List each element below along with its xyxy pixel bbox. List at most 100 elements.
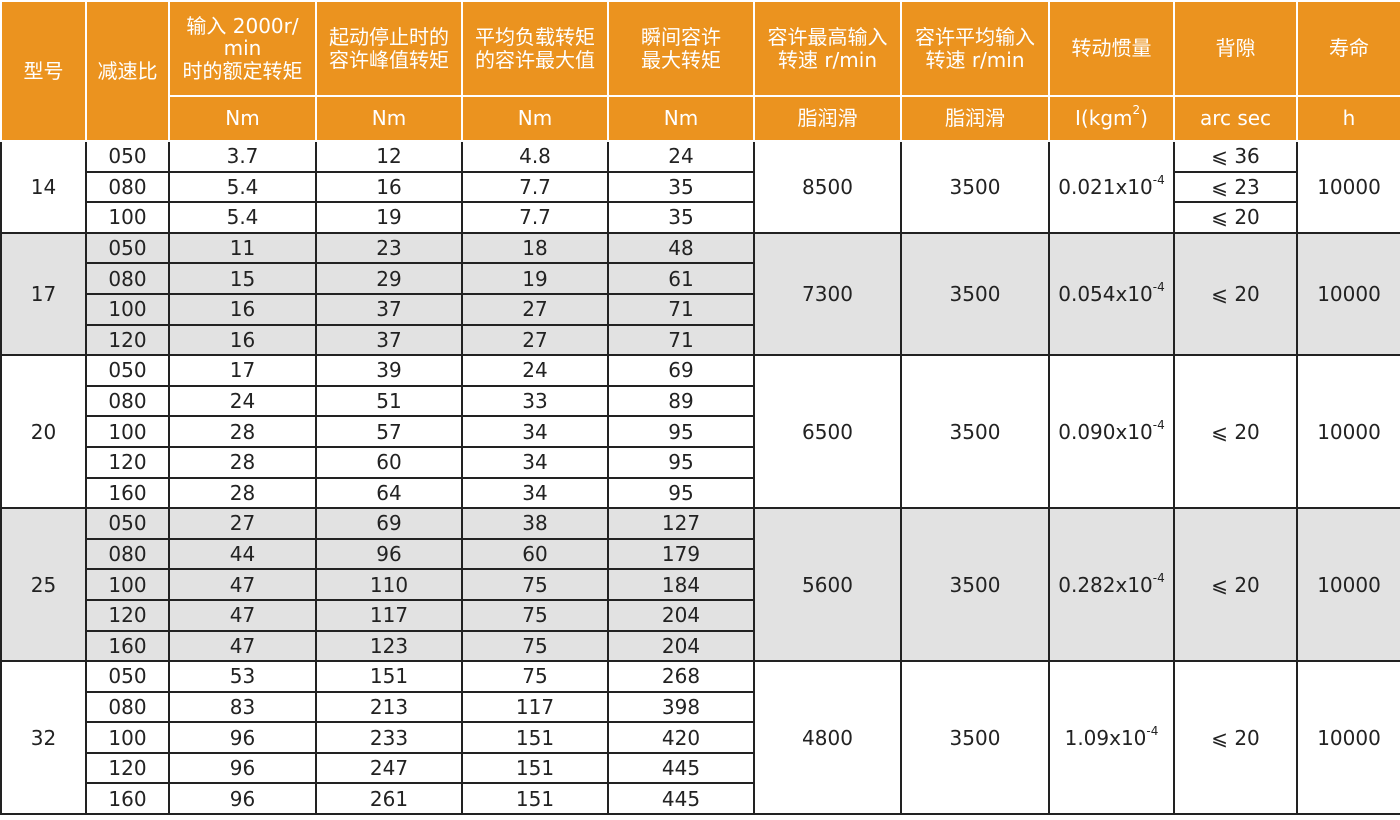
data-row: 100 47 110 75 184 [1, 568, 1400, 601]
unit-cell: 脂润滑 [900, 95, 1050, 142]
header-text: 时的额定转矩 [182, 58, 303, 83]
model-cell: 14 [0, 140, 87, 234]
unit-text: h [1342, 106, 1356, 131]
header-cell: 型号 [0, 0, 87, 142]
avg-torque-cell: 19 [461, 262, 609, 295]
inertia-cell: 0.054x10-4 [1048, 231, 1175, 357]
rated-torque-cell: 47 [168, 568, 317, 601]
data-row: 32 050 53 151 75 268 4800 3500 1.09x10-4 ⩽ 20 1000… [0, 660, 1400, 816]
instant-torque-cell: 184 [607, 568, 755, 601]
peak-torque-cell: 117 [315, 598, 463, 632]
rated-torque-cell: 96 [168, 751, 317, 785]
header-text: 的容许最大值 [475, 47, 595, 72]
data-row: 100 28 57 34 95 [1, 415, 1400, 448]
avg-speed-cell: 3500 [900, 660, 1050, 816]
life-cell: 10000 [1296, 507, 1400, 663]
peak-torque-cell: 261 [315, 782, 463, 816]
unit-text: Nm [663, 106, 699, 131]
rated-torque-cell: 44 [168, 537, 317, 571]
header-text: min [223, 36, 262, 61]
instant-torque-cell: 420 [607, 721, 755, 754]
avg-torque-cell: 38 [461, 507, 609, 540]
avg-torque-cell: 24 [461, 354, 609, 387]
peak-torque-cell: 110 [315, 568, 463, 601]
unit-text: 脂润滑 [797, 106, 858, 131]
data-row: 14 050 3.7 12 4.8 24 8500 3500 0.021x10-4 ⩽ 36 100… [0, 140, 1400, 234]
data-row: 160 96 261 151 445 [1, 782, 1400, 816]
avg-torque-cell: 151 [461, 721, 609, 754]
max-speed-cell: 6500 [753, 354, 902, 510]
unit-text: Nm [225, 106, 260, 131]
rated-torque-cell: 28 [168, 415, 317, 448]
avg-torque-cell: 75 [461, 660, 609, 693]
rated-torque-cell: 5.4 [168, 170, 317, 204]
peak-torque-cell: 37 [315, 292, 463, 326]
ratio-cell: 080 [85, 262, 170, 295]
rated-torque-cell: 27 [168, 507, 317, 540]
avg-speed-cell: 3500 [900, 231, 1050, 357]
instant-torque-cell: 89 [607, 384, 755, 418]
ratio-cell: 160 [85, 476, 170, 510]
ratio-cell: 120 [85, 323, 170, 357]
header-text: 输入 2000r/ [186, 13, 299, 38]
avg-torque-cell: 7.7 [461, 170, 609, 204]
peak-torque-cell: 12 [315, 140, 463, 173]
header-text: 背隙 [1215, 36, 1256, 61]
ratio-cell: 050 [85, 140, 170, 173]
data-row: 080 83 213 117 398 [1, 690, 1400, 724]
header-text: 转速 r/min [925, 47, 1025, 72]
data-row: 17 050 11 23 18 48 7300 3500 0.054x10-4 ⩽ 20 10000 [0, 231, 1400, 357]
backlash-cell: ⩽ 20 [1173, 231, 1298, 357]
ratio-cell: 050 [85, 660, 170, 693]
backlash-cell: ⩽ 36 [1173, 140, 1298, 173]
peak-torque-cell: 57 [315, 415, 463, 448]
header-text: 型号 [23, 58, 64, 83]
instant-torque-cell: 48 [607, 231, 755, 265]
header-cell: 容许平均输入 转速 r/min [900, 0, 1050, 97]
header-text: 容许峰值转矩 [329, 47, 449, 72]
header-text: 瞬间容许 [641, 25, 721, 50]
instant-torque-cell: 24 [607, 140, 755, 173]
data-row: 080 44 96 60 179 [1, 537, 1400, 571]
unit-text: Nm [517, 106, 553, 131]
model-cell: 32 [0, 660, 87, 816]
unit-cell: 脂润滑 [753, 95, 902, 142]
header-cell: 容许最高输入 转速 r/min [753, 0, 902, 97]
inertia-exp: -4 [1152, 172, 1165, 187]
header-cell: 起动停止时的 容许峰值转矩 [315, 0, 463, 97]
rated-torque-cell: 28 [168, 476, 317, 510]
data-row: 080 24 51 33 89 [1, 384, 1400, 418]
data-row: 080 15 29 19 61 [1, 262, 1400, 295]
avg-torque-cell: 34 [461, 476, 609, 510]
rated-torque-cell: 24 [168, 384, 317, 418]
ratio-cell: 120 [85, 445, 170, 479]
avg-torque-cell: 60 [461, 537, 609, 571]
unit-text: I(kgm [1075, 106, 1133, 131]
header-cell: 背隙 [1173, 0, 1298, 97]
avg-torque-cell: 7.7 [461, 201, 609, 234]
rated-torque-cell: 11 [168, 231, 317, 265]
inertia-base: 0.090x10 [1058, 419, 1153, 444]
unit-row: Nm Nm Nm Nm 脂润滑 脂润滑 I(kgm2) arc sec h [1, 95, 1400, 142]
ratio-cell: 050 [85, 231, 170, 265]
peak-torque-cell: 123 [315, 629, 463, 663]
unit-text: ) [1140, 106, 1148, 131]
rated-torque-cell: 15 [168, 262, 317, 295]
peak-torque-cell: 151 [315, 660, 463, 693]
rated-torque-cell: 28 [168, 445, 317, 479]
instant-torque-cell: 61 [607, 262, 755, 295]
data-row: 120 47 117 75 204 [1, 598, 1400, 632]
header-text: 容许平均输入 [915, 25, 1035, 50]
inertia-base: 0.282x10 [1058, 572, 1153, 597]
avg-speed-cell: 3500 [900, 507, 1050, 663]
model-cell: 25 [0, 507, 87, 663]
backlash-cell: ⩽ 20 [1173, 507, 1298, 663]
data-row: 160 28 64 34 95 [1, 476, 1400, 510]
inertia-exp: -4 [1152, 570, 1165, 585]
avg-torque-cell: 151 [461, 782, 609, 816]
header-text: 容许最高输入 [767, 25, 888, 50]
instant-torque-cell: 35 [607, 201, 755, 234]
rated-torque-cell: 47 [168, 598, 317, 632]
